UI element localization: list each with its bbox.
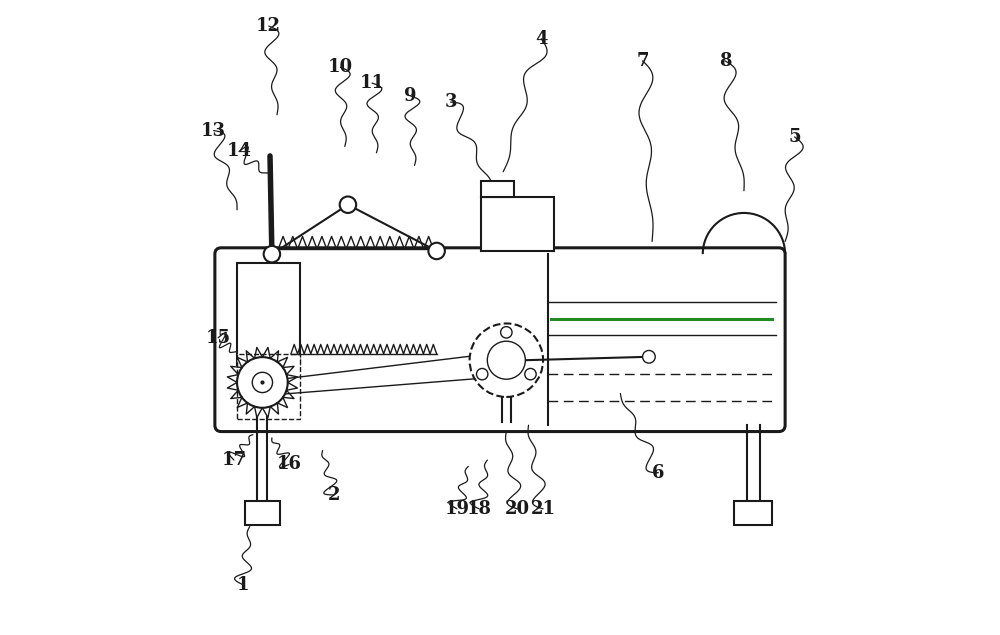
Circle shape (525, 368, 536, 380)
Text: 6: 6 (652, 464, 665, 482)
Text: 18: 18 (467, 500, 492, 518)
Text: 16: 16 (277, 455, 302, 474)
Circle shape (237, 357, 288, 408)
Circle shape (643, 351, 655, 363)
Text: 7: 7 (636, 52, 649, 70)
Text: 13: 13 (201, 121, 226, 140)
Text: 10: 10 (328, 58, 353, 76)
Bar (237, 263, 300, 365)
Circle shape (252, 372, 273, 392)
Text: 21: 21 (531, 500, 556, 518)
Text: 14: 14 (226, 142, 251, 161)
Circle shape (340, 196, 356, 213)
Text: 3: 3 (444, 93, 457, 111)
Circle shape (476, 368, 488, 380)
Text: 20: 20 (505, 500, 530, 518)
Text: 19: 19 (444, 500, 469, 518)
Text: 11: 11 (360, 74, 385, 92)
Text: 2: 2 (328, 486, 340, 504)
Text: 9: 9 (404, 87, 416, 105)
Circle shape (470, 323, 543, 397)
Text: 1: 1 (237, 576, 250, 594)
Circle shape (428, 243, 445, 259)
Text: 12: 12 (256, 17, 281, 35)
Text: 8: 8 (719, 52, 731, 70)
FancyBboxPatch shape (215, 248, 785, 432)
Circle shape (264, 246, 280, 262)
Bar (734, 501, 772, 525)
Bar (481, 197, 554, 251)
Text: 5: 5 (788, 128, 801, 146)
Bar (237, 354, 300, 419)
Text: 4: 4 (535, 30, 547, 48)
Text: 15: 15 (205, 329, 231, 347)
Bar (481, 181, 514, 197)
Bar (245, 501, 280, 525)
Circle shape (501, 326, 512, 338)
Text: 17: 17 (221, 451, 246, 469)
Circle shape (487, 341, 525, 379)
